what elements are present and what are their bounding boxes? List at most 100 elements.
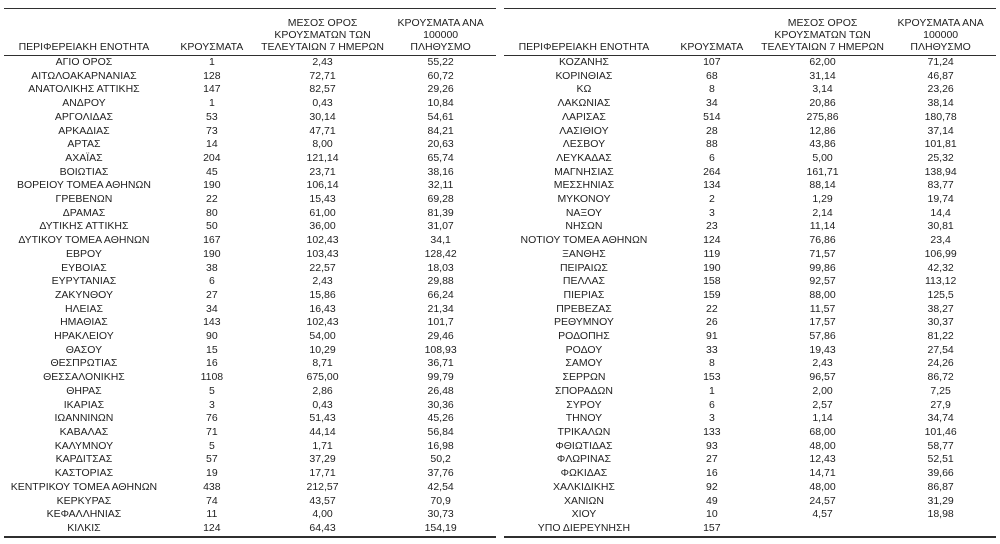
per-100k-cell: 21,34 (427, 302, 454, 315)
region-name-cell: ΚΩ (576, 83, 592, 96)
table-row: ΚΕΦΑΛΛΗΝΙΑΣ 11 4,00 30,73 (4, 508, 496, 522)
cases-cell: 45 (206, 165, 218, 178)
table-row: ΘΑΣΟΥ 15 10,29 108,93 (4, 344, 496, 358)
per-100k-cell: 113,12 (924, 275, 957, 288)
region-name-cell: ΚΑΒΑΛΑΣ (59, 425, 109, 438)
avg-7day-cell: 44,14 (309, 425, 336, 438)
region-name-cell: ΚΑΛΥΜΝΟΥ (54, 439, 114, 452)
region-name-cell: ΖΑΚΥΝΘΟΥ (54, 288, 113, 301)
region-name-cell: ΝΟΤΙΟΥ ΤΟΜΕΑ ΑΘΗΝΩΝ (520, 234, 648, 247)
cases-cell: 6 (708, 398, 715, 411)
table-row: ΔΡΑΜΑΣ 80 61,00 81,39 (4, 207, 496, 221)
region-name-cell: ΒΟΡΕΙΟΥ ΤΟΜΕΑ ΑΘΗΝΩΝ (16, 179, 151, 192)
region-name-cell: ΑΝΔΡΟΥ (62, 97, 106, 110)
avg-7day-cell: 47,71 (309, 124, 336, 137)
region-name-cell: ΘΑΣΟΥ (65, 343, 103, 356)
region-name-cell: ΣΠΟΡΑΔΩΝ (554, 384, 613, 397)
region-name-cell: ΠΕΛΛΑΣ (562, 275, 605, 288)
table-row: ΜΑΓΝΗΣΙΑΣ 264 161,71 138,94 (504, 166, 996, 180)
table-row: ΕΒΡΟΥ 190 103,43 128,42 (4, 248, 496, 262)
table-row: ΛΑΚΩΝΙΑΣ 34 20,86 38,14 (504, 97, 996, 111)
avg-7day-cell: 2,86 (312, 384, 333, 397)
cases-cell: 3 (708, 412, 715, 425)
table-row: ΠΕΛΛΑΣ 158 92,57 113,12 (504, 275, 996, 289)
avg-7day-cell: 275,86 (806, 110, 839, 123)
avg-7day-cell: 54,00 (309, 330, 336, 343)
avg-7day-cell: 30,14 (309, 110, 336, 123)
table-row: ΑΡΤΑΣ 14 8,00 20,63 (4, 138, 496, 152)
per-100k-cell: 81,39 (427, 206, 454, 219)
avg-7day-cell: 2,14 (812, 206, 833, 219)
cases-cell: 74 (206, 494, 218, 507)
region-name-cell: ΘΕΣΣΑΛΟΝΙΚΗΣ (43, 371, 125, 384)
cases-cell: 190 (203, 179, 221, 192)
avg-7day-cell: 106,14 (306, 179, 339, 192)
region-name-cell: ΞΑΝΘΗΣ (562, 247, 606, 260)
table-row: ΞΑΝΘΗΣ 119 71,57 106,99 (504, 248, 996, 262)
per-100k-cell: 69,28 (427, 193, 454, 206)
avg-7day-cell: 36,00 (309, 220, 336, 233)
per-100k-cell: 37,76 (427, 467, 454, 480)
avg-7day-cell: 48,00 (809, 439, 836, 452)
per-100k-cell: 86,87 (927, 480, 954, 493)
avg-7day-cell: 0,43 (312, 398, 333, 411)
region-name-cell: ΜΥΚΟΝΟΥ (557, 193, 611, 206)
cases-cell: 11 (206, 508, 218, 521)
avg-7day-cell: 19,43 (809, 343, 836, 356)
cases-cell: 107 (703, 56, 721, 68)
per-100k-cell: 84,21 (427, 124, 454, 137)
cases-cell: 157 (703, 521, 721, 534)
table-row: ΛΕΣΒΟΥ 88 43,86 101,81 (504, 138, 996, 152)
table-row: ΧΙΟΥ 10 4,57 18,98 (504, 508, 996, 522)
avg-7day-cell: 23,71 (309, 165, 336, 178)
region-name-cell: ΒΟΙΩΤΙΑΣ (59, 165, 109, 178)
table-row: ΣΑΜΟΥ 8 2,43 24,26 (504, 357, 996, 371)
avg-7day-cell: 2,43 (312, 56, 333, 68)
table-row: ΣΠΟΡΑΔΩΝ 1 2,00 7,25 (504, 385, 996, 399)
per-100k-cell: 125,5 (927, 288, 954, 301)
per-100k-cell: 29,46 (427, 330, 454, 343)
table-row: ΘΕΣΣΑΛΟΝΙΚΗΣ 1108 675,00 99,79 (4, 371, 496, 385)
avg-7day-cell: 161,71 (806, 165, 839, 178)
table-row: ΚΕΡΚΥΡΑΣ 74 43,57 70,9 (4, 495, 496, 509)
region-name-cell: ΑΧΑΪΑΣ (65, 151, 103, 164)
table-row: ΥΠΟ ΔΙΕΡΕΥΝΗΣΗ 157 (504, 522, 996, 537)
table-row: ΚΑΒΑΛΑΣ 71 44,14 56,84 (4, 426, 496, 440)
table-row: ΒΟΡΕΙΟΥ ΤΟΜΕΑ ΑΘΗΝΩΝ 190 106,14 32,11 (4, 179, 496, 193)
cases-cell: 264 (703, 165, 721, 178)
avg-7day-cell: 57,86 (809, 330, 836, 343)
region-name-cell: ΤΡΙΚΑΛΩΝ (557, 425, 611, 438)
region-name-cell: ΥΠΟ ΔΙΕΡΕΥΝΗΣΗ (537, 521, 631, 534)
region-name-cell: ΚΟΡΙΝΘΙΑΣ (555, 69, 613, 82)
table-row: ΙΚΑΡΙΑΣ 3 0,43 30,36 (4, 399, 496, 413)
per-100k-cell: 37,14 (927, 124, 954, 137)
cases-cell: 27 (706, 453, 718, 466)
table-row: ΦΩΚΙΔΑΣ 16 14,71 39,66 (504, 467, 996, 481)
cases-cell: 71 (206, 425, 218, 438)
region-name-cell: ΑΡΓΟΛΙΔΑΣ (54, 110, 114, 123)
cases-cell: 88 (706, 138, 718, 151)
cases-cell: 153 (703, 371, 721, 384)
avg-7day-cell: 88,14 (809, 179, 836, 192)
avg-7day-cell: 15,43 (309, 193, 336, 206)
cases-cell: 438 (203, 480, 221, 493)
per-100k-cell: 34,74 (927, 412, 954, 425)
region-name-cell: ΛΕΣΒΟΥ (562, 138, 606, 151)
region-name-cell: ΔΥΤΙΚΟΥ ΤΟΜΕΑ ΑΘΗΝΩΝ (18, 234, 150, 247)
per-100k-cell: 38,14 (927, 97, 954, 110)
cases-cell: 167 (203, 234, 221, 247)
table-row: ΑΧΑΪΑΣ 204 121,14 65,74 (4, 152, 496, 166)
per-100k-cell: 50,2 (430, 453, 451, 466)
per-100k-cell: 138,94 (924, 165, 957, 178)
avg-7day-header: ΜΕΣΟΣ ΟΡΟΣ ΚΡΟΥΣΜΑΤΩΝ ΤΩΝ ΤΕΛΕΥΤΑΙΩΝ 7 Η… (759, 8, 886, 56)
cases-cell: 50 (206, 220, 218, 233)
regional-cases-table-left: ΠΕΡΙΦΕΡΕΙΑΚΗ ΕΝΟΤΗΤΑ ΚΡΟΥΣΜΑΤΑ ΜΕΣΟΣ ΟΡΟ… (4, 8, 496, 538)
avg-7day-cell: 16,43 (309, 302, 336, 315)
per-100k-cell: 7,25 (930, 384, 951, 397)
table-row: ΝΑΞΟΥ 3 2,14 14,4 (504, 207, 996, 221)
table-row: ΡΕΘΥΜΝΟΥ 26 17,57 30,37 (504, 316, 996, 330)
region-name-cell: ΔΥΤΙΚΗΣ ΑΤΤΙΚΗΣ (39, 220, 129, 233)
per-100k-cell: 26,48 (427, 384, 454, 397)
region-name-cell: ΜΑΓΝΗΣΙΑΣ (554, 165, 614, 178)
